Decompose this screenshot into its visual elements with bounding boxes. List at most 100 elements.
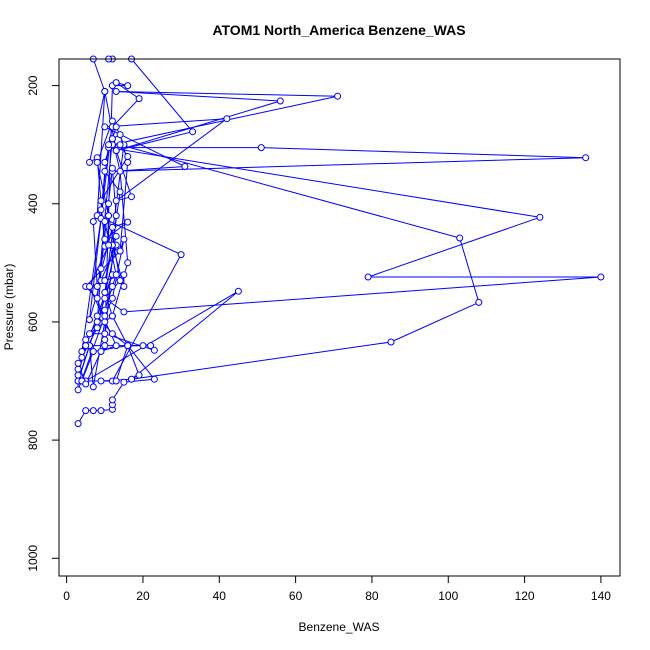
data-point xyxy=(124,342,132,350)
series-line-segment xyxy=(119,162,129,252)
data-point xyxy=(334,92,342,100)
x-tick-label: 120 xyxy=(515,589,535,603)
series-line-segment xyxy=(127,345,155,380)
data-point xyxy=(74,365,82,373)
data-point xyxy=(101,306,109,314)
series-line-segment xyxy=(111,381,125,401)
data-point xyxy=(108,117,116,125)
data-point xyxy=(128,375,135,383)
x-tick-label: 60 xyxy=(289,589,303,603)
data-point xyxy=(108,223,116,231)
data-point xyxy=(120,308,128,316)
series-line-segment xyxy=(104,286,113,311)
series-line-segment xyxy=(127,345,140,376)
data-point xyxy=(116,141,124,149)
data-point xyxy=(112,147,120,155)
data-point xyxy=(189,128,197,136)
data-point xyxy=(116,247,124,255)
series-line-segment xyxy=(89,315,113,335)
y-tick-label: 800 xyxy=(26,430,40,450)
series-line-segment xyxy=(100,156,129,202)
data-point xyxy=(120,283,128,290)
series-line-segment xyxy=(116,91,338,97)
series-line-segment xyxy=(115,82,140,100)
data-point xyxy=(112,377,120,385)
series-line-segment xyxy=(108,147,540,218)
data-point xyxy=(97,206,105,214)
data-point xyxy=(135,95,143,103)
data-point xyxy=(108,396,116,404)
series-line-segment xyxy=(85,351,102,385)
series-line-segment xyxy=(131,290,239,380)
data-point xyxy=(124,218,132,226)
x-tick-label: 20 xyxy=(136,589,150,603)
data-point xyxy=(86,330,93,338)
data-point xyxy=(150,346,158,354)
data-point xyxy=(97,265,105,273)
x-axis-label: Benzene_WAS xyxy=(299,620,380,634)
data-point xyxy=(101,342,109,350)
data-point xyxy=(105,141,113,149)
series-line-segment xyxy=(89,244,110,287)
data-point xyxy=(181,163,189,170)
series-line-segment xyxy=(390,301,480,343)
data-point xyxy=(93,158,101,166)
y-tick-label: 200 xyxy=(26,75,40,95)
data-point xyxy=(93,324,101,332)
data-point xyxy=(101,277,109,285)
series-line-segment xyxy=(131,58,193,133)
series-line-segment xyxy=(96,215,182,256)
series-line-segment xyxy=(459,237,480,303)
data-point xyxy=(116,167,124,175)
data-point xyxy=(105,200,113,208)
series-line-segment xyxy=(119,171,129,263)
series-line-segment xyxy=(81,351,94,382)
data-point xyxy=(536,213,544,221)
data-point xyxy=(101,330,109,338)
series-line-segment xyxy=(104,126,186,167)
series-line-segment xyxy=(261,147,586,159)
data-point xyxy=(78,348,86,355)
series-line-segment xyxy=(111,315,129,346)
data-point xyxy=(101,318,109,326)
series-line-segment xyxy=(131,341,392,380)
data-point xyxy=(93,312,101,320)
series-line-segment xyxy=(123,145,460,239)
data-point xyxy=(82,336,90,344)
data-point xyxy=(124,158,132,166)
data-point xyxy=(89,348,97,355)
data-point xyxy=(112,342,120,350)
data-point xyxy=(97,377,105,385)
data-point xyxy=(101,336,109,344)
series-line-segment xyxy=(115,345,129,382)
data-point xyxy=(234,287,242,295)
series-line-segment xyxy=(104,118,227,128)
data-point xyxy=(93,294,101,302)
data-point xyxy=(105,212,113,220)
series-line-segment xyxy=(111,254,182,382)
data-point xyxy=(97,197,105,205)
data-point xyxy=(74,371,82,379)
data-point xyxy=(108,135,116,143)
series-line-segment xyxy=(367,216,541,278)
data-point xyxy=(74,359,82,367)
data-point xyxy=(86,316,93,324)
data-point xyxy=(86,283,93,290)
data-point xyxy=(582,154,590,162)
data-point xyxy=(120,235,128,243)
data-point xyxy=(128,193,135,201)
series-line-segment xyxy=(115,150,132,197)
data-point xyxy=(112,88,120,95)
series-line-segment xyxy=(112,157,586,172)
data-point xyxy=(101,158,109,166)
series-line-segment xyxy=(92,221,98,287)
series-line-segment xyxy=(123,378,155,383)
data-point xyxy=(97,348,105,355)
series-line-segment xyxy=(92,58,106,92)
data-point xyxy=(597,273,605,281)
data-point xyxy=(112,123,120,131)
data-point xyxy=(78,353,86,361)
x-tick-label: 40 xyxy=(213,589,227,603)
data-point xyxy=(101,288,109,296)
